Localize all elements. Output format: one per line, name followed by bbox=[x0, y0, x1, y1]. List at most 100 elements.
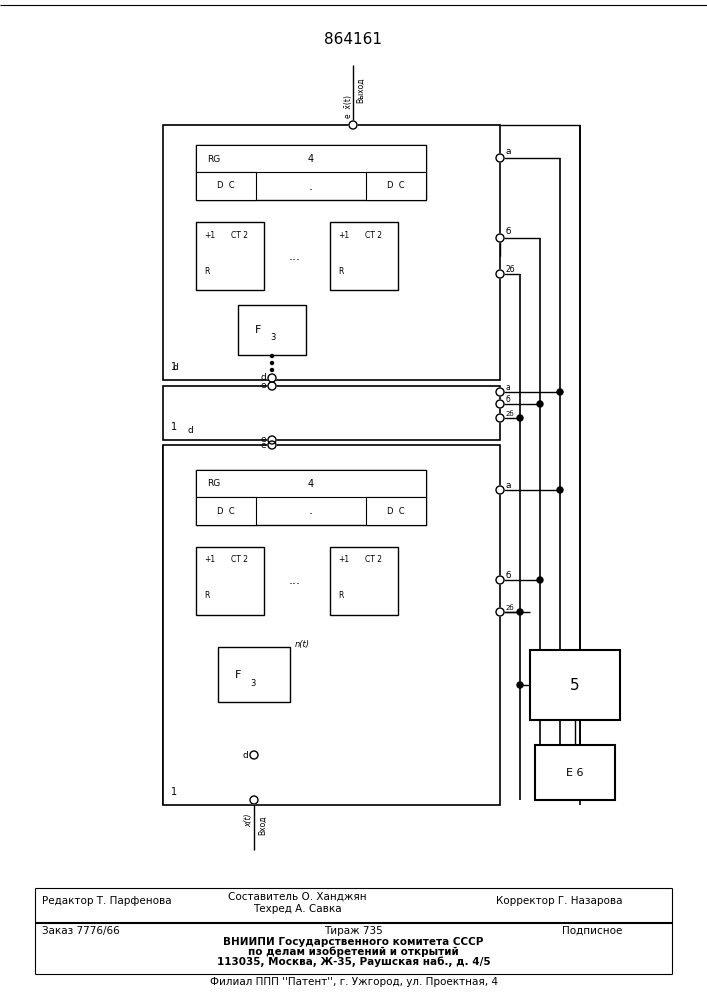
Text: d: d bbox=[243, 750, 248, 760]
Bar bbox=[196, 470, 426, 497]
Circle shape bbox=[537, 577, 543, 583]
Text: 2б: 2б bbox=[506, 605, 515, 611]
Text: ВНИИПИ Государственного комитета СССР: ВНИИПИ Государственного комитета СССР bbox=[223, 937, 484, 947]
Text: ...: ... bbox=[289, 574, 301, 587]
Circle shape bbox=[496, 486, 504, 494]
Circle shape bbox=[271, 361, 274, 364]
Text: d: d bbox=[260, 373, 266, 382]
Circle shape bbox=[268, 441, 276, 449]
Text: n(t): n(t) bbox=[295, 641, 310, 650]
Text: Редактор Т. Парфенова: Редактор Т. Парфенова bbox=[42, 896, 172, 906]
Text: Составитель О. Ханджян: Составитель О. Ханджян bbox=[228, 892, 366, 902]
Text: a: a bbox=[506, 147, 511, 156]
Text: e: e bbox=[260, 381, 266, 390]
Bar bbox=[196, 172, 256, 200]
Text: R: R bbox=[338, 591, 344, 600]
Bar bbox=[238, 305, 306, 355]
Text: x(t): x(t) bbox=[245, 813, 254, 827]
Text: F: F bbox=[235, 670, 241, 680]
Text: R: R bbox=[204, 266, 209, 275]
Text: d: d bbox=[173, 363, 178, 372]
Circle shape bbox=[271, 368, 274, 371]
Text: 4: 4 bbox=[308, 479, 314, 489]
Text: Вход: Вход bbox=[259, 815, 267, 835]
Circle shape bbox=[496, 234, 504, 242]
Circle shape bbox=[496, 576, 504, 584]
Text: ...: ... bbox=[289, 249, 301, 262]
Circle shape bbox=[349, 121, 357, 129]
Text: Техред А. Савка: Техред А. Савка bbox=[252, 904, 341, 914]
Text: Корректор Г. Назарова: Корректор Г. Назарова bbox=[496, 896, 622, 906]
Circle shape bbox=[250, 751, 258, 759]
Text: CT 2: CT 2 bbox=[231, 556, 248, 564]
Bar bbox=[163, 125, 500, 380]
Bar bbox=[163, 445, 500, 805]
Text: e: e bbox=[260, 440, 266, 450]
Bar bbox=[196, 145, 426, 200]
Text: D  C: D C bbox=[217, 506, 235, 516]
Bar bbox=[196, 470, 426, 525]
Text: 2б: 2б bbox=[506, 265, 515, 274]
Text: CT 2: CT 2 bbox=[231, 231, 248, 239]
Text: D  C: D C bbox=[387, 506, 405, 516]
Text: 3: 3 bbox=[270, 332, 276, 342]
Text: Подписное: Подписное bbox=[562, 926, 622, 936]
Text: б: б bbox=[506, 395, 510, 404]
Text: D  C: D C bbox=[387, 182, 405, 190]
Bar bbox=[330, 547, 398, 615]
Bar bbox=[196, 145, 426, 172]
Circle shape bbox=[537, 401, 543, 407]
Circle shape bbox=[517, 609, 523, 615]
Text: 5: 5 bbox=[570, 678, 580, 692]
Bar bbox=[218, 647, 290, 702]
Text: б: б bbox=[506, 228, 511, 236]
Text: Филиал ППП ''Патент'', г. Ужгород, ул. Проектная, 4: Филиал ППП ''Патент'', г. Ужгород, ул. П… bbox=[209, 977, 498, 987]
Text: .: . bbox=[309, 504, 313, 518]
Bar bbox=[530, 650, 620, 720]
Bar bbox=[330, 222, 398, 290]
Text: d: d bbox=[187, 426, 193, 435]
Bar bbox=[196, 222, 264, 290]
Text: а: а bbox=[506, 481, 511, 489]
Circle shape bbox=[496, 154, 504, 162]
Text: e: e bbox=[260, 436, 266, 444]
Text: e  x̄(t): e x̄(t) bbox=[344, 96, 354, 118]
Text: D  C: D C bbox=[217, 182, 235, 190]
Text: R: R bbox=[204, 591, 209, 600]
Text: 864161: 864161 bbox=[324, 32, 382, 47]
Circle shape bbox=[496, 400, 504, 408]
Text: R: R bbox=[338, 266, 344, 275]
Text: RG: RG bbox=[207, 154, 221, 163]
Circle shape bbox=[517, 682, 523, 688]
Text: 113035, Москва, Ж-35, Раушская наб., д. 4/5: 113035, Москва, Ж-35, Раушская наб., д. … bbox=[216, 957, 491, 967]
Text: 2б: 2б bbox=[506, 411, 515, 417]
Bar bbox=[196, 547, 264, 615]
Circle shape bbox=[268, 382, 276, 390]
Text: 1: 1 bbox=[171, 422, 177, 432]
Circle shape bbox=[557, 487, 563, 493]
Circle shape bbox=[268, 374, 276, 382]
Text: RG: RG bbox=[207, 480, 221, 488]
Circle shape bbox=[271, 355, 274, 358]
Circle shape bbox=[496, 270, 504, 278]
Circle shape bbox=[496, 608, 504, 616]
Text: +1: +1 bbox=[338, 231, 349, 239]
Text: 1: 1 bbox=[171, 362, 177, 372]
Text: +1: +1 bbox=[204, 231, 215, 239]
Text: +1: +1 bbox=[204, 556, 215, 564]
Text: E 6: E 6 bbox=[566, 768, 584, 778]
Text: 4: 4 bbox=[308, 154, 314, 164]
Bar bbox=[366, 172, 426, 200]
Text: Выход: Выход bbox=[356, 77, 366, 103]
Text: 1: 1 bbox=[171, 787, 177, 797]
Text: F: F bbox=[255, 325, 261, 335]
Bar bbox=[163, 386, 500, 440]
Circle shape bbox=[496, 388, 504, 396]
Text: по делам изобретений и открытий: по делам изобретений и открытий bbox=[248, 947, 459, 957]
Text: б: б bbox=[506, 570, 511, 580]
Text: +1: +1 bbox=[338, 556, 349, 564]
Circle shape bbox=[268, 436, 276, 444]
Circle shape bbox=[517, 415, 523, 421]
Text: а: а bbox=[506, 383, 510, 392]
Bar bbox=[535, 745, 615, 800]
